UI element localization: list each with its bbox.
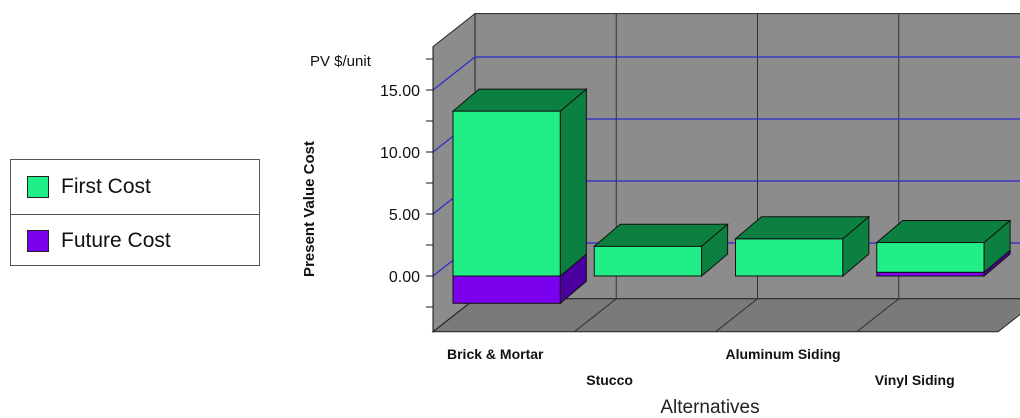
bar-future-vinyl-siding-front xyxy=(877,272,984,276)
legend-label-first-cost: First Cost xyxy=(61,175,151,199)
bar-first-aluminum-siding-front xyxy=(736,239,843,276)
legend-divider xyxy=(11,214,259,215)
x-tick-label: Stucco xyxy=(586,372,633,388)
y-tick-label: 0.00 xyxy=(389,269,420,286)
x-tick-label: Aluminum Siding xyxy=(726,346,841,362)
bar-first-stucco-front xyxy=(594,246,701,276)
legend-label-future-cost: Future Cost xyxy=(61,229,171,253)
x-tick-label: Brick & Mortar xyxy=(447,346,544,362)
legend-swatch-first-cost xyxy=(27,176,49,198)
bar-first-brick-mortar-front xyxy=(453,111,560,276)
y-axis-title: Present Value Cost xyxy=(301,141,318,277)
bar-first-vinyl-siding-front xyxy=(877,243,984,273)
bar-future-brick-mortar-front xyxy=(453,276,560,303)
y-axis: 15.00 10.00 5.00 0.00 xyxy=(380,47,433,332)
legend-item-first-cost: First Cost xyxy=(27,174,151,200)
units-label: PV $/unit xyxy=(310,53,372,70)
y-tick-label: 10.00 xyxy=(380,145,420,162)
bar-first-brick-mortar-side xyxy=(560,89,586,276)
legend-item-future-cost: Future Cost xyxy=(27,228,171,254)
x-axis-title: Alternatives xyxy=(660,397,759,418)
x-tick-label: Vinyl Siding xyxy=(875,372,955,388)
chart-legend: First Cost Future Cost xyxy=(10,159,260,266)
y-tick-label: 5.00 xyxy=(389,207,420,224)
y-tick-label: 15.00 xyxy=(380,83,420,100)
legend-swatch-future-cost xyxy=(27,230,49,252)
